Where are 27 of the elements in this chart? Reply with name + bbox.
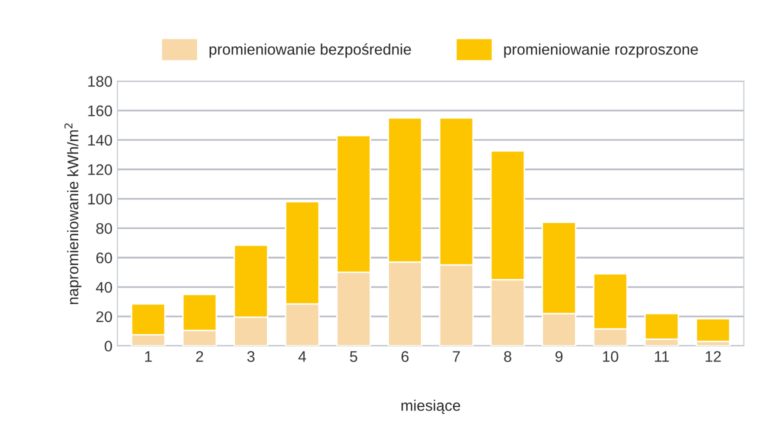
x-tick-label: 12 [706,351,721,362]
x-tick-label: 6 [402,351,409,362]
y-tick-label: 20 [96,311,112,322]
y-tick-label: 120 [88,164,112,176]
x-tick-label: 1 [145,351,152,362]
y-tick-label: 180 [88,76,112,87]
y-tick-label: 40 [96,282,112,293]
x-tick-label: 11 [654,351,669,362]
x-tick-label: 7 [452,351,460,362]
x-tick-label: 9 [555,351,563,362]
x-tick-label: 4 [298,351,306,362]
bar [696,318,730,342]
y-tick-label: 100 [88,194,112,204]
x-tick-label: 8 [504,351,512,362]
y-tick-label: 60 [96,252,112,264]
x-tick-label: 5 [350,351,358,362]
x-tick-label: 3 [247,351,255,362]
y-tick-label: 160 [88,105,112,116]
legend-label: promieniowanie bezpośrednie [210,43,411,58]
x-axis-title: miesiące [402,400,460,414]
x-tick-label: 2 [196,351,204,362]
y-tick-label: 0 [104,340,112,352]
legend-label: promieniowanie rozproszone [504,44,698,58]
y-tick-label: 140 [88,134,112,146]
x-tick-label: 10 [603,351,618,362]
y-tick-label: 80 [96,223,112,234]
y-axis-title: napromieniowanie kWh/m$^{2}$ [64,123,82,304]
